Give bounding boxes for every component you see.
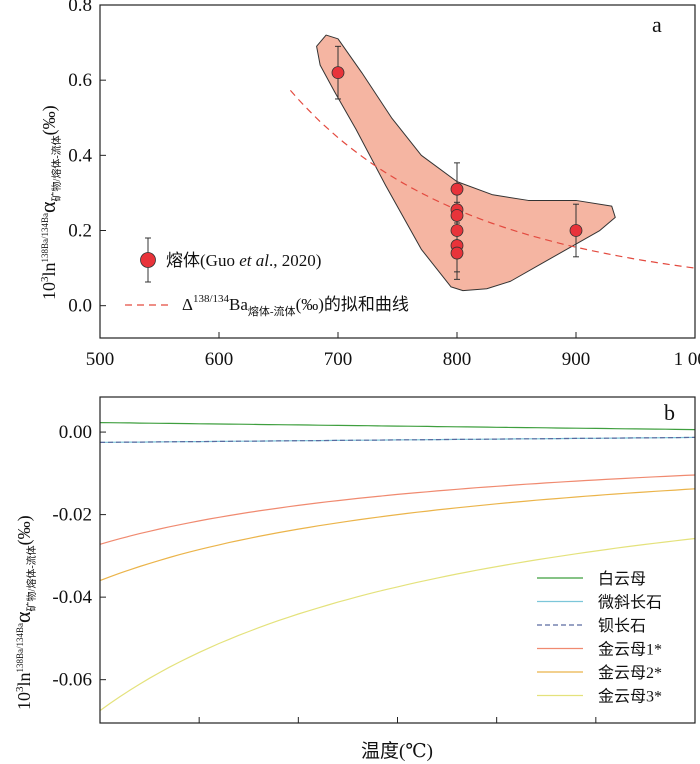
x-tick-label: 900: [562, 349, 591, 370]
legend-label: 微斜长石: [598, 594, 662, 612]
data-point: [331, 66, 345, 80]
panel-b-letter: b: [664, 400, 675, 425]
legend-label: 金云母2*: [598, 664, 662, 682]
fit-curve: [289, 90, 696, 269]
data-point: [450, 209, 464, 222]
panel-a-letter: a: [652, 12, 662, 37]
y-tick-label: -0.02: [52, 505, 92, 526]
x-tick-label: 800: [443, 349, 472, 370]
y-tick-label: -0.06: [52, 670, 92, 691]
data-point: [450, 224, 464, 237]
y-tick-label: 0.6: [68, 70, 92, 91]
legend-label: 白云母: [598, 570, 646, 588]
y-tick-label: -0.04: [52, 587, 92, 608]
envelope-region: [316, 34, 616, 292]
y-tick-label: 0.8: [68, 0, 92, 16]
data-point: [450, 182, 464, 196]
panel-a-legend: 熔体(Guo et al., 2020) Δ138/134Ba熔体-流体(‰)的…: [125, 237, 409, 318]
panel-b-ylabel: 103ln138Ba/134Baα矿物/熔体-流体(‰): [10, 515, 38, 710]
legend-series-label: 熔体(Guo et al., 2020): [166, 251, 321, 270]
y-tick-label: 0.2: [68, 221, 92, 242]
legend-fit-label: Δ138/134Ba熔体-流体(‰)的拟和曲线: [182, 293, 409, 318]
y-tick-label: 0.4: [68, 145, 92, 166]
series-line: [99, 474, 696, 545]
legend-label: 金云母3*: [598, 688, 662, 706]
series-line: [99, 436, 696, 443]
panel-a-ylabel: 103ln138Ba/134Baα矿物/熔体-流体(‰): [35, 105, 63, 300]
x-tick-label: 600: [205, 349, 234, 370]
panel-b-xlabel: 温度(℃): [361, 740, 433, 762]
legend-label: 金云母1*: [598, 641, 662, 659]
series-line: [99, 422, 696, 431]
panel-a-frame: [99, 4, 696, 339]
x-tick-label: 700: [324, 349, 353, 370]
series-line: [99, 488, 696, 582]
panel-a: 0.0 0.2 0.4 0.6 0.8 500 600 700 800 900 1 000 a 熔…: [35, 0, 700, 370]
y-tick-label: 0.00: [59, 422, 92, 443]
x-tick-label: 500: [86, 349, 115, 370]
x-tick-label: 1 000: [674, 349, 700, 370]
data-point: [569, 224, 583, 237]
legend-label: 钡长石: [598, 617, 646, 635]
data-point: [450, 246, 464, 260]
series-line: [99, 537, 696, 712]
legend-point-marker: [140, 252, 156, 268]
y-tick-label: 0.0: [68, 296, 92, 317]
